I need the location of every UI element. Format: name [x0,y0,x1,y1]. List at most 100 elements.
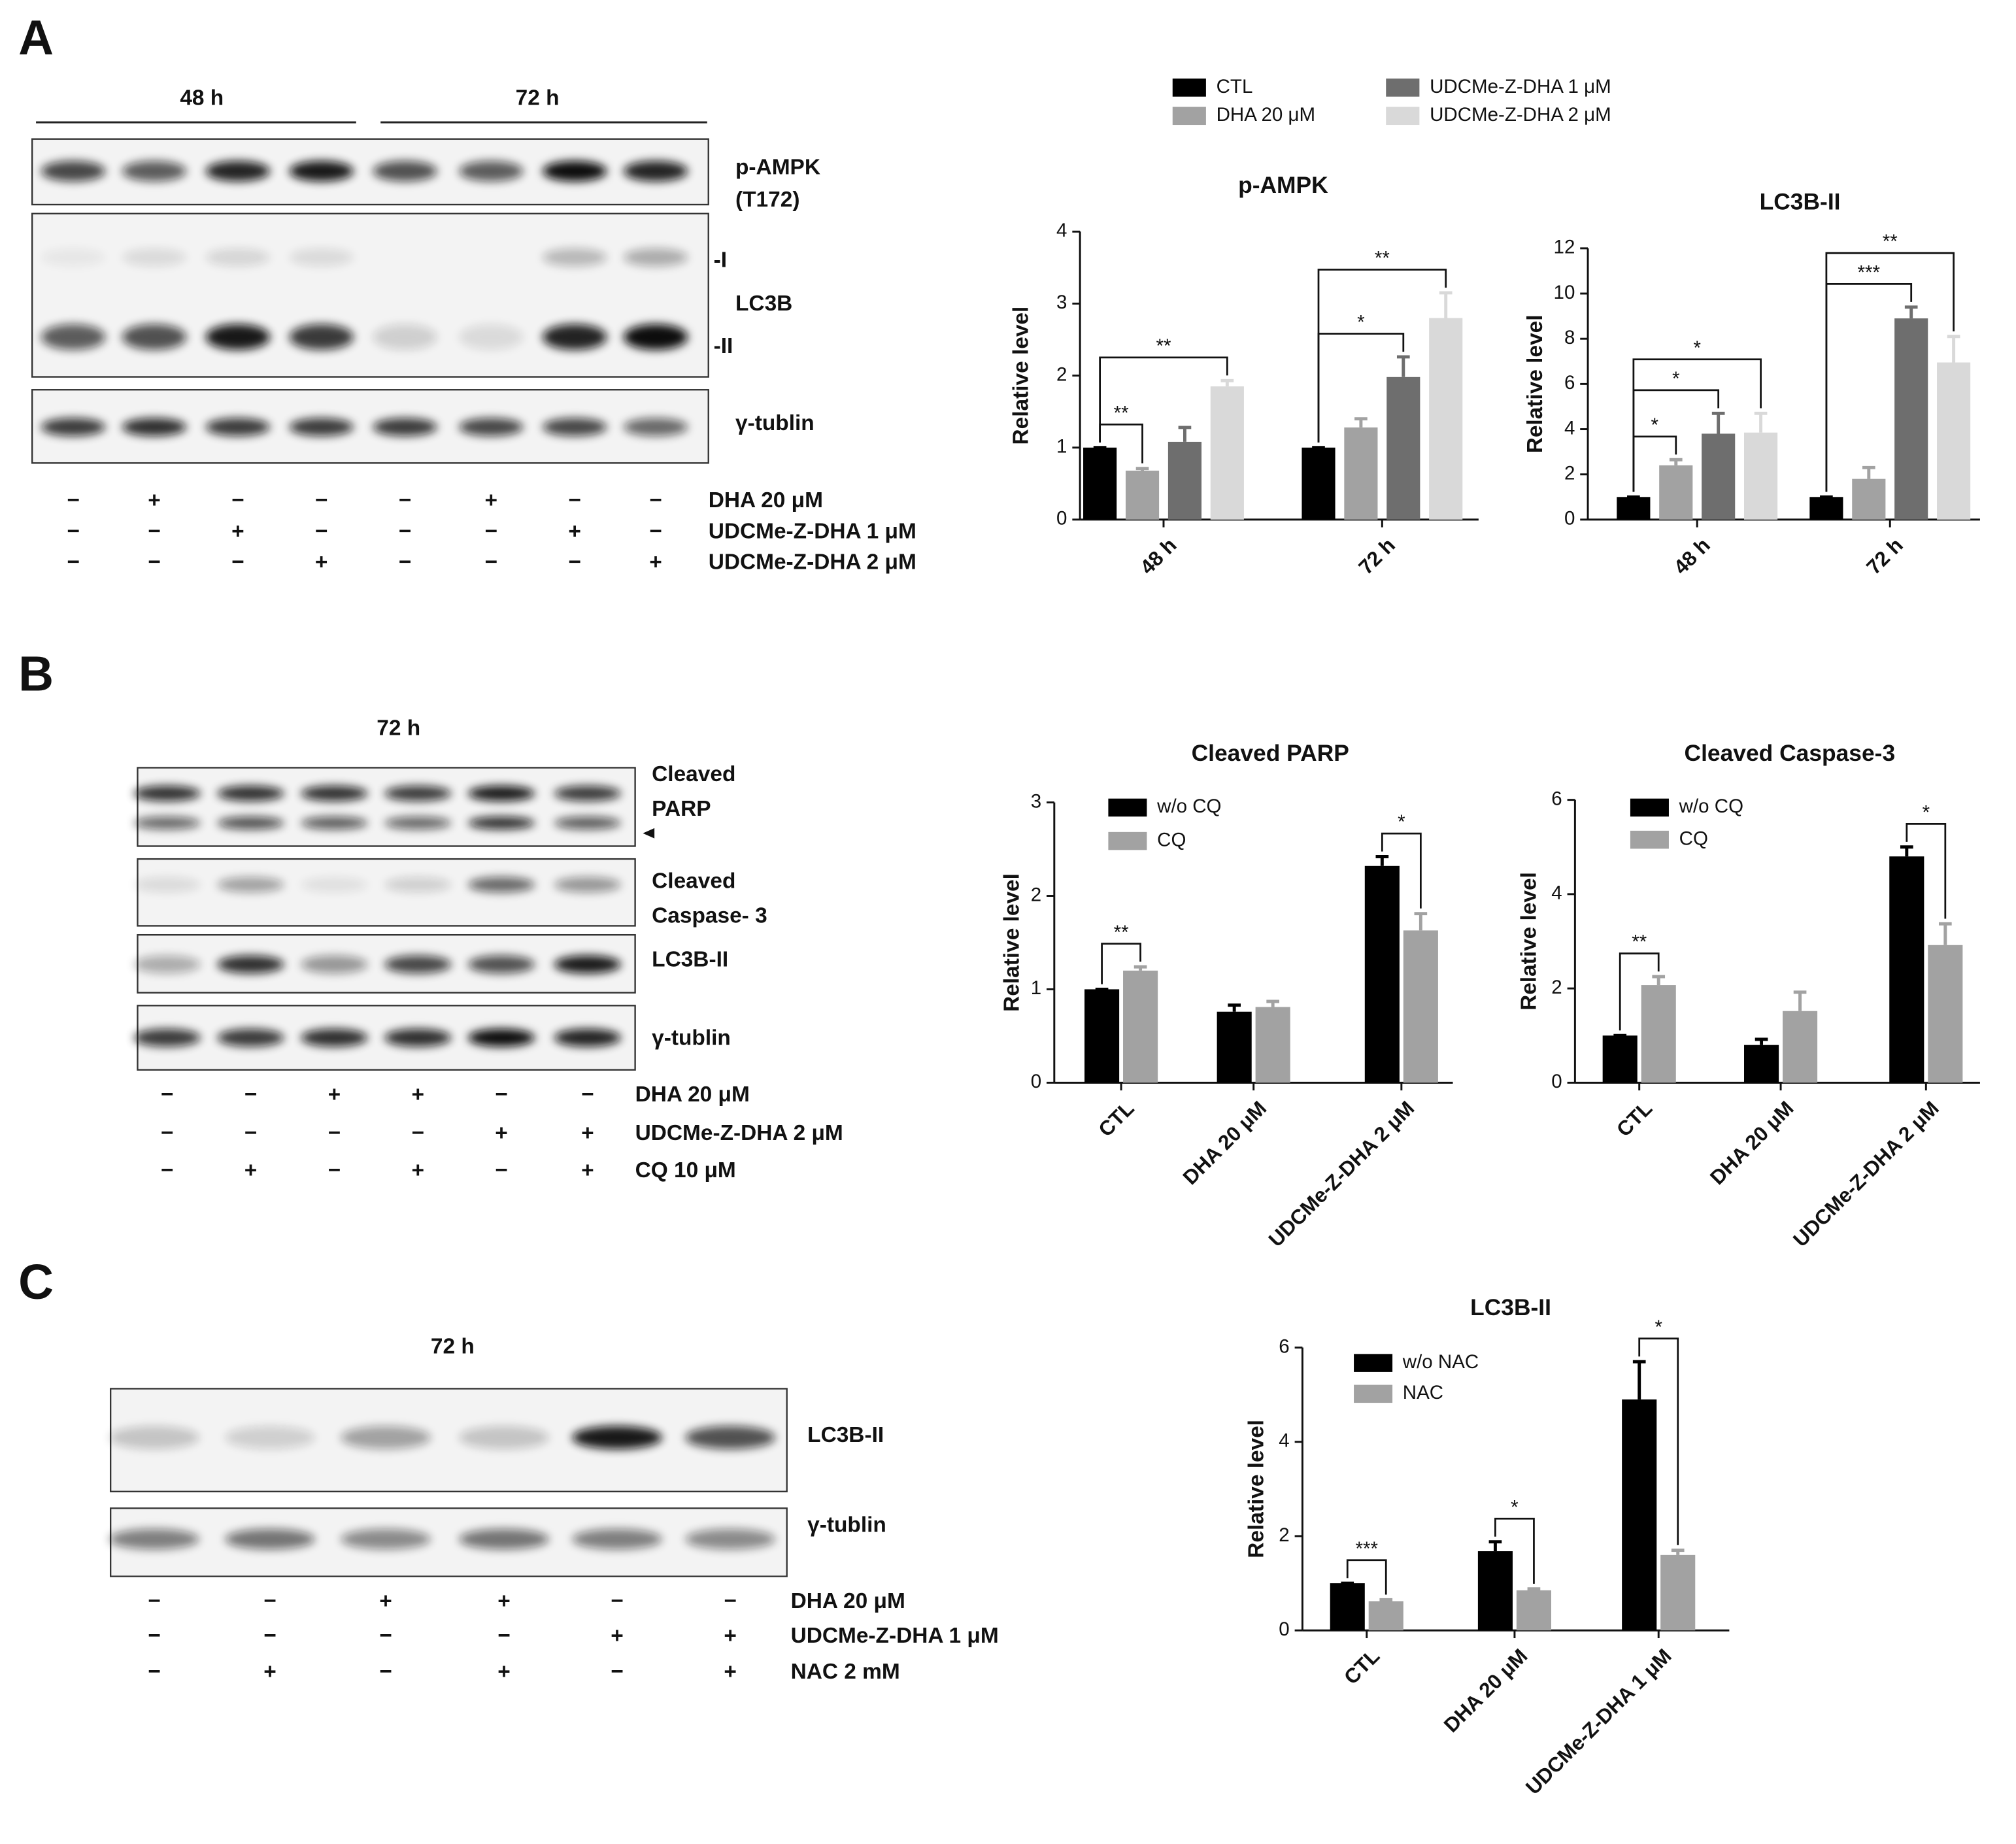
bar [1809,497,1843,520]
bar [1083,447,1117,520]
bar [1123,970,1158,1083]
blot-label: (T172) [735,188,799,212]
blot-band [373,418,437,437]
significance-label: ** [1375,248,1390,269]
blot-band [554,786,621,801]
treatment-sign: − [399,550,412,575]
y-tick-label: 0 [1551,1071,1562,1092]
blot-band [685,1528,776,1550]
error-bar [1904,305,1918,319]
blot-band [41,248,106,267]
blot-band [122,161,187,182]
significance-label: ** [1883,231,1898,252]
blot-band [459,418,524,437]
treatment-sign: − [724,1589,737,1613]
blot-band [623,161,688,182]
blot-band [133,816,201,830]
treatment-sign: − [497,1624,511,1648]
blot-label: LC3B [735,292,792,316]
treatment-sign: − [263,1589,277,1613]
bar [1516,1590,1551,1631]
treatment-sign: − [148,1624,161,1648]
bar [1364,865,1400,1083]
legend-label: UDCMe-Z-DHA 1 μM [1430,76,1611,97]
bar [1125,470,1160,520]
timepoint-label: 72 h [516,86,560,110]
blot-band [122,248,187,267]
legend-swatch [1108,798,1147,817]
treatment-sign: − [379,1660,392,1684]
treatment-label: CQ 10 μM [635,1158,736,1182]
legend-label: NAC [1403,1382,1443,1403]
significance-bracket [1346,1559,1387,1595]
treatment-sign: − [67,519,80,543]
legend-label: w/o CQ [1156,796,1221,817]
bar [1210,386,1244,520]
treatment-sign: − [244,1082,258,1107]
treatment-sign: + [328,1082,341,1107]
significance-bracket [1494,1517,1535,1584]
treatment-sign: + [497,1660,511,1684]
blot-band [41,324,106,350]
blot-band [301,877,368,893]
blot-band [384,1028,452,1047]
y-axis-label: Relative level [1244,1420,1268,1558]
error-bar [1669,458,1683,465]
significance-label: * [1511,1496,1519,1518]
significance-label: * [1923,801,1930,823]
treatment-sign: + [724,1660,737,1684]
treatment-sign: + [231,519,244,543]
blot-band [384,786,452,801]
significance-label: * [1672,368,1680,390]
legend-swatch [1630,830,1669,849]
y-tick-label: 4 [1551,882,1562,904]
bar [1302,447,1336,520]
blot-label: Cleaved [652,762,735,786]
treatment-sign: + [411,1158,424,1182]
treatment-sign: + [495,1121,508,1145]
significance-bracket [1825,252,1955,492]
blot-band [467,877,535,893]
blot-band [301,786,368,801]
blot-band [133,877,201,893]
treatment-sign: − [611,1589,624,1613]
treatment-label: UDCMe-Z-DHA 1 μM [791,1624,999,1648]
blot-band [572,1426,662,1449]
treatment-sign: − [148,1589,161,1613]
treatment-sign: + [411,1082,424,1107]
blot-band [543,248,607,267]
blot-membrane [109,1507,788,1577]
legend-label: UDCMe-Z-DHA 2 μM [1430,104,1611,126]
treatment-sign: − [649,488,662,512]
treatment-label: UDCMe-Z-DHA 1 μM [709,519,916,543]
y-tick-label: 2 [1564,463,1575,484]
error-bar [1652,975,1666,986]
treatment-sign: − [611,1660,624,1684]
y-tick-label: 6 [1551,788,1562,809]
bar [1084,989,1120,1083]
legend-swatch [1108,831,1147,850]
error-bar [1755,1037,1768,1045]
chart-title: Cleaved Caspase-3 [1685,740,1896,766]
blot-band [205,161,271,182]
error-bar [1439,291,1453,318]
blot-band [373,324,437,350]
treatment-sign: − [67,488,80,512]
error-bar [1793,990,1807,1011]
blot-band [623,324,688,350]
blot-band [459,161,524,182]
error-bar [1266,999,1280,1007]
treatment-sign: + [497,1589,511,1613]
y-tick-label: 6 [1564,372,1575,394]
legend-swatch [1172,107,1206,126]
blot-band [373,161,437,182]
significance-bracket [1381,832,1422,909]
chart-title: p-AMPK [1238,172,1328,198]
bar [1744,432,1778,520]
blot-band [289,418,354,437]
bar [1702,433,1736,520]
blot-band [205,418,271,437]
error-bar [1379,1598,1393,1601]
chart-title: LC3B-II [1470,1294,1551,1320]
